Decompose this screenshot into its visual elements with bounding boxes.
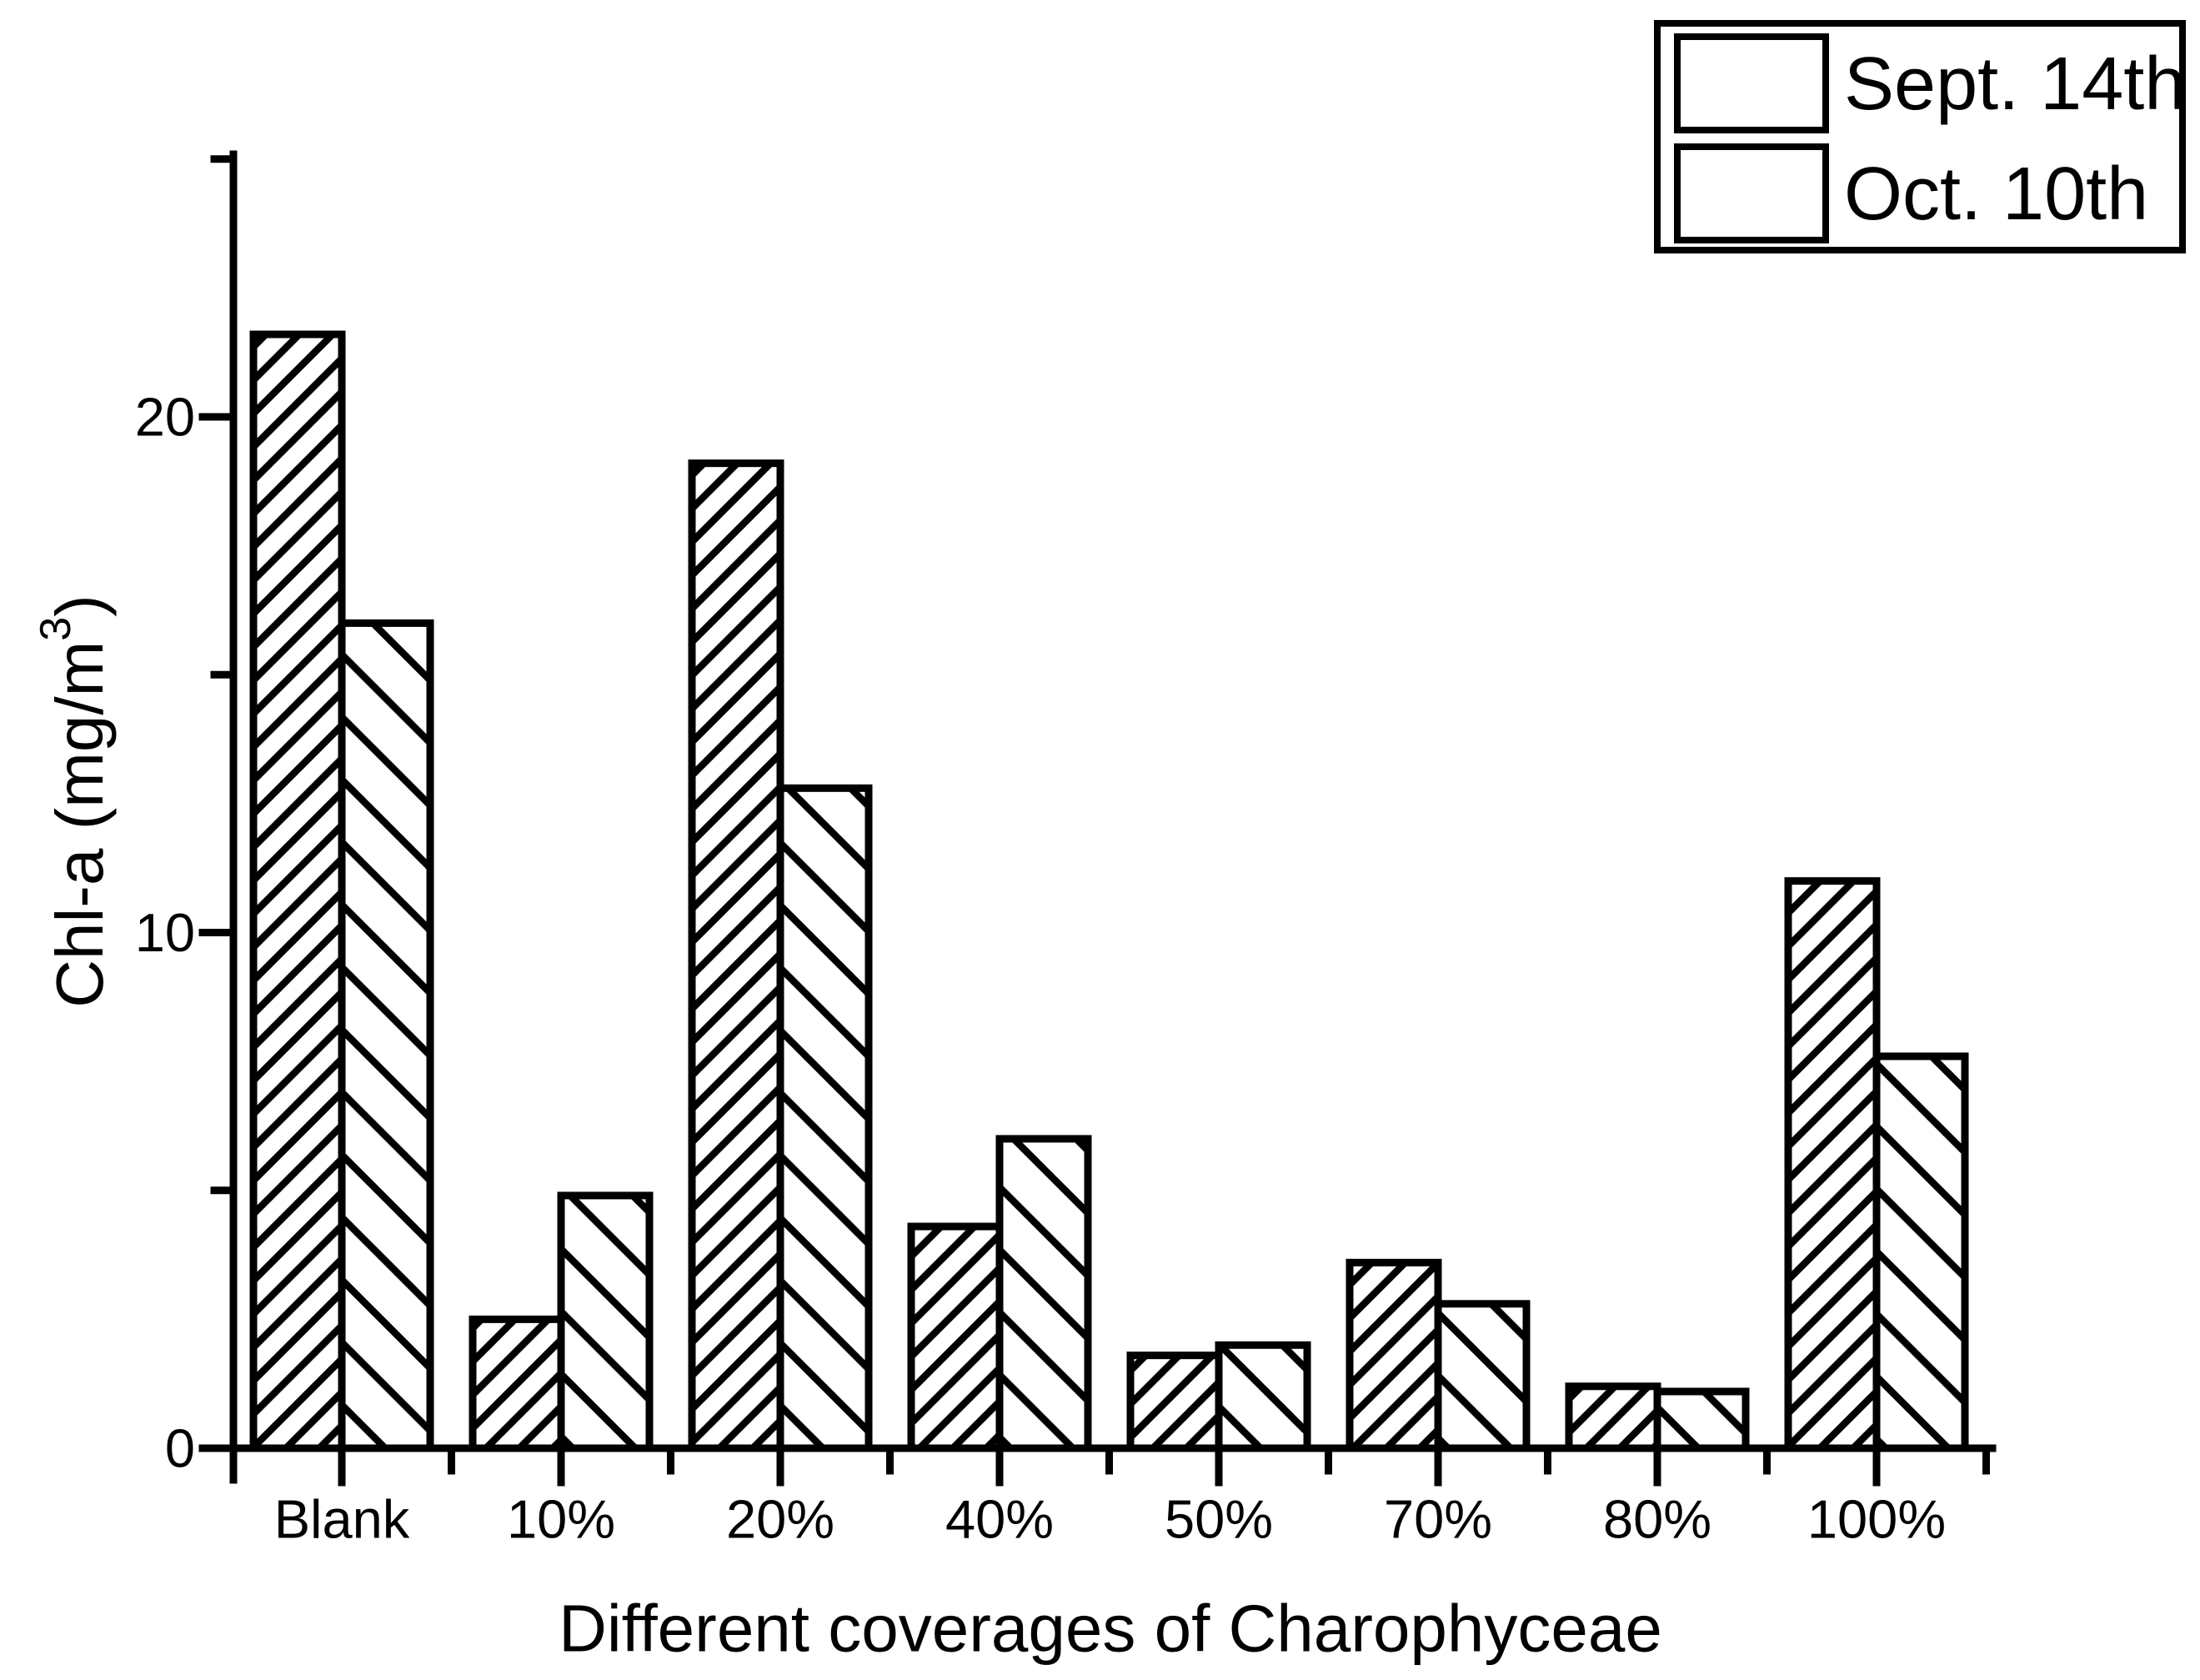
bars-layer (249, 330, 1969, 1452)
bar-oct-Blank (338, 619, 434, 1452)
bar-sept-80% (1565, 1382, 1661, 1452)
legend-swatch-oct-icon (1674, 143, 1829, 243)
legend: Sept. 14th Oct. 10th (1654, 20, 2186, 253)
y-tick-label: 0 (165, 1418, 195, 1479)
legend-label-oct: Oct. 10th (1844, 153, 2148, 236)
x-tick-label: 50% (1165, 1489, 1273, 1550)
bar-sept-40% (907, 1222, 1004, 1452)
y-tick-label: 10 (135, 902, 195, 963)
x-tick-label: 100% (1807, 1489, 1946, 1550)
x-tick-label: 80% (1603, 1489, 1711, 1550)
bar-sept-70% (1346, 1258, 1442, 1452)
tick-labels-layer: 0 10 20 Blank 10% 20% 40% 50% 70% 80% 100% (135, 387, 1946, 1550)
bar-oct-80% (1653, 1387, 1750, 1452)
bar-sept-50% (1126, 1352, 1223, 1452)
bar-oct-10% (557, 1191, 654, 1452)
bar-oct-100% (1872, 1052, 1969, 1452)
bar-sept-10% (469, 1315, 565, 1452)
bar-oct-70% (1434, 1300, 1531, 1452)
y-tick-label: 20 (135, 387, 195, 448)
bar-sept-20% (688, 459, 784, 1452)
x-tick-label: Blank (274, 1489, 410, 1550)
axes-layer (198, 150, 1997, 1487)
bar-oct-50% (1215, 1341, 1311, 1452)
x-tick-label: 70% (1384, 1489, 1492, 1550)
legend-swatch-sept-icon (1674, 33, 1829, 133)
bar-sept-100% (1784, 877, 1881, 1452)
bar-sept-Blank (249, 330, 346, 1452)
legend-label-sept: Sept. 14th (1844, 43, 2186, 126)
x-tick-label: 10% (507, 1489, 615, 1550)
x-axis-title: Different coverages of Charophyceae (559, 1592, 1662, 1666)
y-axis-title: Chl-a (mg/m3) (32, 594, 117, 1008)
x-tick-label: 40% (945, 1489, 1054, 1550)
bar-oct-40% (995, 1135, 1092, 1452)
x-tick-label: 20% (726, 1489, 834, 1550)
bar-oct-20% (776, 784, 873, 1452)
